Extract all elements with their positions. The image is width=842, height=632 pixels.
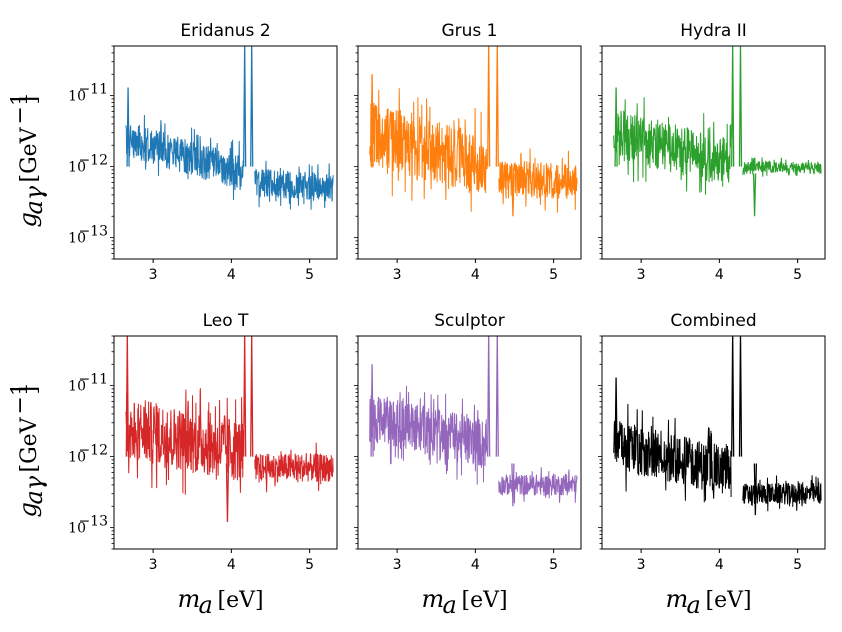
- y-tick-label-exponent: −12: [78, 443, 108, 459]
- y-tick-label-exponent: −11: [78, 82, 108, 98]
- x-axis-label-unit: [eV]: [706, 588, 752, 613]
- panel-grus-1: Grus 1 3 4 5: [354, 21, 582, 283]
- panel-hydra-ii: Hydra II 3 4 5: [598, 21, 826, 283]
- y-axis-label-unit-close: ]: [17, 386, 42, 395]
- x-axis-label-unit: [eV]: [462, 588, 508, 613]
- data-spike: [511, 463, 515, 507]
- y-axis-label-unit-exponent: −1: [8, 382, 33, 414]
- y-axis-label-unit-close: ]: [17, 96, 42, 105]
- x-axis-label-symbol: m: [422, 585, 445, 613]
- data-spike: [225, 463, 230, 523]
- y-tick-label-exponent: −11: [78, 372, 108, 388]
- y-axis-label-subscript: aγ: [20, 185, 48, 214]
- y-axis-label-unit: [GeV: [17, 416, 42, 472]
- x-axis-label-subscript: a: [687, 591, 701, 619]
- data-series: [613, 403, 822, 512]
- x-tick-label: 3: [149, 557, 158, 573]
- x-tick-label: 4: [227, 267, 236, 283]
- x-axis-label-subscript: a: [443, 591, 457, 619]
- data-series: [369, 385, 578, 504]
- panel-title: Hydra II: [680, 21, 746, 41]
- y-tick-label: 10: [68, 521, 86, 537]
- y-tick-label-exponent: −12: [78, 153, 108, 169]
- panel-title: Eridanus 2: [180, 21, 270, 41]
- y-tick-label: 10: [68, 231, 86, 247]
- x-tick-label: 4: [715, 267, 724, 283]
- data-spike: [250, 336, 254, 457]
- data-series: [125, 388, 334, 495]
- data-spike: [738, 46, 743, 167]
- data-series: [613, 97, 822, 195]
- x-axis-label-symbol: m: [178, 585, 201, 613]
- panel-title: Combined: [670, 311, 756, 331]
- data-spike: [126, 87, 130, 167]
- data-series: [369, 88, 578, 213]
- data-spike: [731, 46, 735, 167]
- x-axis-label-subscript: a: [199, 591, 213, 619]
- data-spike: [753, 463, 758, 516]
- data-spike: [752, 173, 757, 217]
- panel-sculptor: Sculptor 3 4 5 ma [eV]: [354, 311, 582, 619]
- x-tick-label: 5: [549, 267, 558, 283]
- x-tick-label: 5: [793, 267, 802, 283]
- axes-frame: [113, 45, 338, 260]
- y-axis-label-symbol: g: [14, 502, 42, 517]
- x-tick-label: 4: [227, 557, 236, 573]
- data-spike: [614, 377, 618, 457]
- x-tick-label: 4: [715, 557, 724, 573]
- y-axis-label: gaγ [GeV−1]: [8, 92, 48, 227]
- x-tick-label: 3: [637, 267, 646, 283]
- data-spike: [495, 336, 499, 457]
- panel-title: Grus 1: [441, 21, 497, 41]
- data-spike: [511, 173, 515, 217]
- data-series: [125, 114, 334, 210]
- x-tick-label: 5: [793, 557, 802, 573]
- panel-title: Sculptor: [434, 311, 504, 331]
- data-spike: [614, 87, 618, 167]
- y-tick-label-exponent: −13: [78, 224, 108, 240]
- y-axis-label-unit: [GeV: [17, 126, 42, 182]
- data-spike: [495, 46, 499, 167]
- x-axis-label-symbol: m: [666, 585, 689, 613]
- panel-combined: Combined 3 4 5 ma [eV]: [598, 311, 826, 619]
- axes-frame: [357, 335, 582, 550]
- axes-frame: [113, 335, 338, 550]
- x-tick-label: 3: [149, 267, 158, 283]
- y-axis-label: gaγ [GeV−1]: [8, 382, 48, 517]
- data-spike: [125, 336, 129, 457]
- axes-frame: [601, 335, 826, 550]
- panel-title: Leo T: [203, 311, 249, 331]
- y-axis-label-symbol: g: [14, 212, 42, 227]
- data-spike: [487, 336, 491, 457]
- axes-frame: [601, 45, 826, 260]
- data-spike: [731, 336, 735, 457]
- x-tick-label: 3: [393, 557, 402, 573]
- data-spike: [738, 336, 743, 457]
- y-tick-label: 10: [68, 160, 86, 176]
- data-spike: [243, 46, 247, 167]
- x-axis-label-unit: [eV]: [218, 588, 264, 613]
- x-tick-label: 3: [637, 557, 646, 573]
- x-tick-label: 4: [471, 267, 480, 283]
- y-axis-label-subscript: aγ: [20, 475, 48, 504]
- x-tick-label: 4: [471, 557, 480, 573]
- data-spike: [487, 46, 491, 167]
- x-tick-label: 5: [305, 557, 314, 573]
- x-tick-label: 5: [305, 267, 314, 283]
- y-tick-label: 10: [68, 450, 86, 466]
- y-tick-label: 10: [68, 89, 86, 105]
- x-tick-label: 3: [393, 267, 402, 283]
- axes-frame: [357, 45, 582, 260]
- data-spike: [250, 46, 254, 167]
- y-tick-label: 10: [68, 379, 86, 395]
- data-spike: [243, 336, 247, 457]
- x-tick-label: 5: [549, 557, 558, 573]
- data-spike: [370, 364, 374, 457]
- data-spike: [370, 74, 374, 167]
- y-axis-label-unit-exponent: −1: [8, 92, 33, 124]
- y-tick-label-exponent: −13: [78, 514, 108, 530]
